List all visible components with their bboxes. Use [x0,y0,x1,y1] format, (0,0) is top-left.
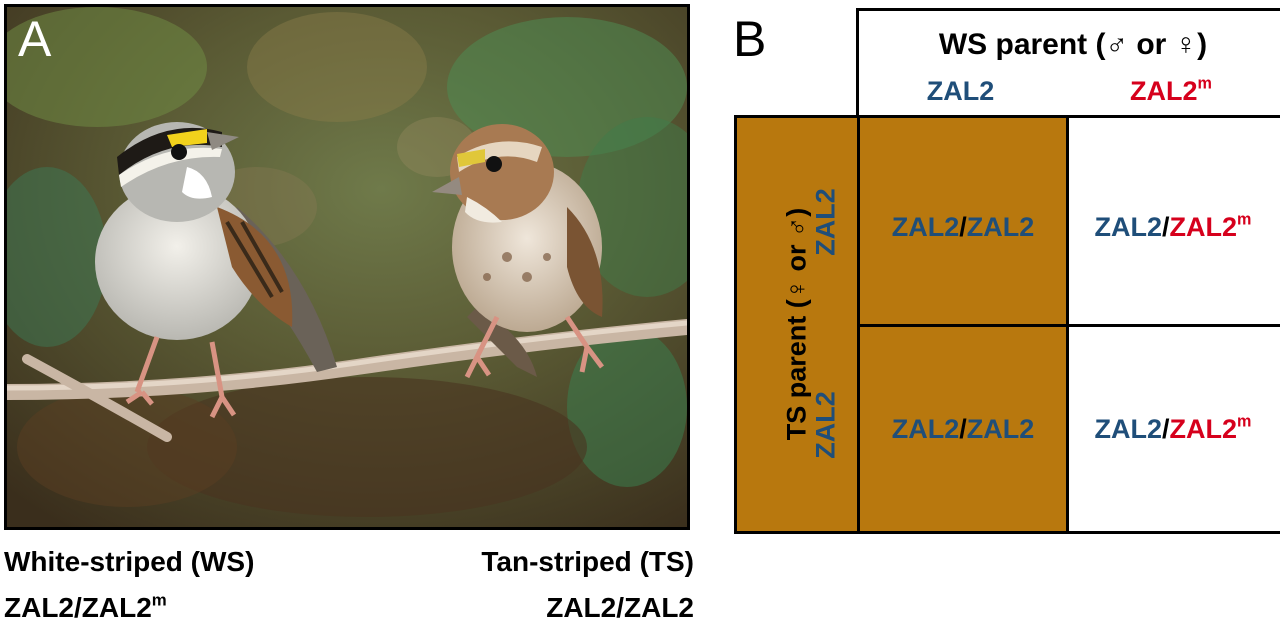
ts-caption-genotype: ZAL2/ZAL2 [546,592,694,623]
ws-caption-title: White-striped (WS) [4,546,255,577]
sparrows-illustration [7,7,687,527]
ws-allele-zal2m: ZAL2m [1130,74,1212,106]
bird-photo [4,4,690,530]
offspring-genotype: ZAL2/ZAL2 [891,212,1035,242]
ws-allele-zal2: ZAL2 [926,76,995,106]
ts-allele-zal2-bottom: ZAL2 [810,391,841,459]
ws-caption-genotype: ZAL2/ZAL2m [4,590,167,623]
punnett-cell [1066,115,1280,327]
offspring-genotype: ZAL2/ZAL2m [1094,210,1252,242]
panel-b-letter: B [733,11,767,67]
panel-a-letter: A [18,11,52,67]
offspring-genotype: ZAL2/ZAL2 [891,414,1035,444]
punnett-cell [857,324,1069,534]
ts-caption-title: Tan-striped (TS) [481,546,694,577]
punnett-cell [1066,324,1280,534]
ts-parent-header: TS parent (♀ or ♂) [781,207,812,441]
offspring-genotype: ZAL2/ZAL2m [1094,412,1252,444]
ts-allele-zal2-top: ZAL2 [810,188,841,256]
ws-parent-header: WS parent (♂ or ♀) [938,28,1208,61]
